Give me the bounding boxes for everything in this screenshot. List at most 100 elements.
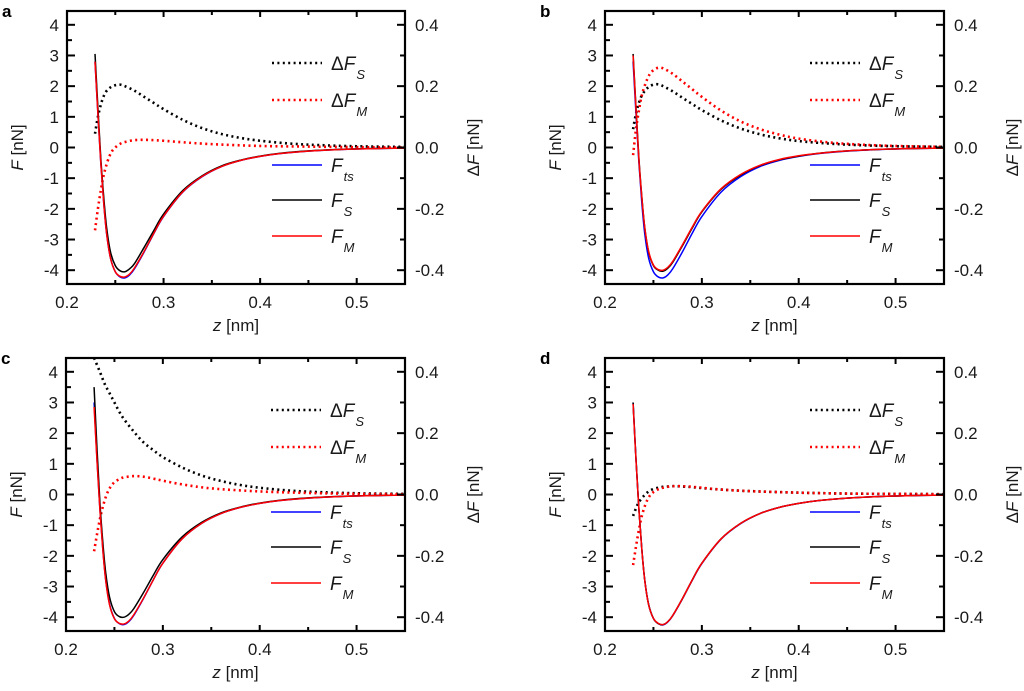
legend-label: FM [869, 227, 893, 255]
plot-area [631, 402, 944, 626]
legend-label: FS [869, 538, 891, 566]
series-f-m [632, 403, 944, 626]
legend-label: FM [330, 574, 354, 602]
y-tick-label: 2 [588, 424, 597, 443]
legend-label: ΔFS [869, 401, 903, 429]
y-tick-label: 2 [49, 424, 58, 443]
x-tick-label: 0.4 [787, 640, 811, 659]
legend-label: FS [331, 191, 353, 219]
plot-frame [603, 356, 946, 633]
y2-tick-label: -0.4 [415, 608, 444, 627]
y-axis-title: F [nN] [546, 471, 565, 517]
y-tick-label: -4 [582, 261, 597, 280]
y2-tick-label: -0.2 [415, 547, 444, 566]
y2-tick-label: 0.0 [415, 139, 439, 158]
y-tick-label: -3 [44, 231, 59, 250]
legend: ΔFS ΔFM Fts FS FM [271, 401, 366, 602]
y2-tick-label: -0.4 [954, 608, 983, 627]
x-tick-label: 0.5 [884, 640, 908, 659]
y2-axis-title: ΔF [nN] [464, 119, 483, 177]
x-tick-label: 0.4 [248, 293, 272, 312]
y2-tick-label: 0.2 [415, 77, 439, 96]
legend-label: ΔFM [330, 438, 366, 466]
x-tick-label: 0.5 [345, 640, 369, 659]
y-tick-label: -4 [43, 608, 58, 627]
x-tick-label: 0.3 [151, 640, 175, 659]
y-tick-label: 3 [588, 393, 597, 412]
series-delta-f-s [631, 484, 944, 517]
y-axis-title: F [nN] [8, 124, 27, 170]
legend-label: Fts [869, 503, 892, 531]
y-tick-label: 1 [588, 455, 597, 474]
y-tick-label: 4 [588, 363, 597, 382]
x-tick-label: 0.2 [593, 640, 617, 659]
y-tick-label: 1 [588, 108, 597, 127]
legend-label: Fts [330, 503, 353, 531]
y-tick-label: 1 [49, 455, 58, 474]
series-delta-f-s [93, 83, 405, 149]
legend-label: FM [331, 227, 355, 255]
series-delta-f-m [92, 474, 405, 552]
x-tick-label: 0.5 [345, 293, 369, 312]
legend-label: ΔFS [331, 54, 365, 82]
legend-label: FM [869, 574, 893, 602]
series-f-ts [632, 61, 944, 279]
series-f-s [94, 53, 405, 273]
y-tick-label: -2 [44, 200, 59, 219]
y-axis-title: F [nN] [7, 471, 26, 517]
y-tick-label: 0 [50, 139, 59, 158]
series-f-m [94, 61, 405, 278]
y-tick-label: -3 [582, 231, 597, 250]
series-f-s [632, 402, 944, 626]
panel-letter: c [1, 349, 10, 368]
legend-label: ΔFM [869, 91, 905, 119]
panel-letter: d [540, 349, 550, 368]
x-tick-label: 0.2 [55, 293, 79, 312]
legend-label: ΔFS [869, 54, 903, 82]
series-delta-f-s [92, 358, 405, 496]
x-tick-label: 0.3 [690, 640, 714, 659]
panel-c: c 0.2 0.3 0.4 0.5 4 3 2 1 0 -1 -2 -3 -4 0.4 0.2 0.0 -0.2 -… [1, 349, 483, 682]
y-tick-label: 4 [588, 16, 597, 35]
series-f-ts [94, 61, 405, 279]
y2-tick-label: 0.0 [954, 139, 978, 158]
y2-tick-label: 0.4 [415, 16, 439, 35]
legend: ΔFS ΔFM Fts FS FM [810, 54, 905, 255]
x-axis-title: z [nm] [750, 316, 797, 335]
series-f-m [632, 55, 944, 272]
y2-axis-title: ΔF [nN] [464, 466, 483, 524]
series-f-ts [632, 402, 944, 626]
y-tick-label: 3 [49, 393, 58, 412]
plot-area [631, 53, 944, 279]
x-tick-label: 0.4 [248, 640, 272, 659]
y-tick-label: 3 [50, 46, 59, 65]
y2-axis-title: ΔF [nN] [1003, 466, 1022, 524]
y-tick-label: -1 [43, 516, 58, 535]
legend: ΔFS ΔFM Fts FS FM [272, 54, 367, 255]
y-tick-label: 4 [50, 16, 59, 35]
y-tick-label: -1 [44, 169, 59, 188]
x-tick-label: 0.3 [152, 293, 176, 312]
y2-tick-label: 0.4 [415, 363, 439, 382]
y2-tick-label: 0.4 [954, 16, 978, 35]
panel-a: a 0.2 0.3 0.4 0.5 4 3 2 1 0 -1 -2 -3 -4 0.4 0.2 0.0 -0.2 -… [2, 2, 483, 335]
x-tick-label: 0.2 [593, 293, 617, 312]
y-tick-label: -1 [582, 516, 597, 535]
y2-tick-label: 0.2 [954, 424, 978, 443]
series-delta-f-m [93, 138, 405, 231]
series-f-m [93, 407, 405, 625]
legend-label: ΔFM [331, 91, 367, 119]
y-tick-label: -2 [582, 200, 597, 219]
y2-tick-label: -0.2 [415, 200, 444, 219]
y-tick-label: 4 [49, 363, 58, 382]
x-tick-label: 0.5 [884, 293, 908, 312]
y2-tick-label: -0.4 [415, 261, 444, 280]
y-tick-label: 0 [588, 139, 597, 158]
y2-tick-label: -0.2 [954, 547, 983, 566]
y2-tick-label: 0.4 [954, 363, 978, 382]
y-tick-label: -4 [44, 261, 59, 280]
series-delta-f-m [631, 484, 944, 566]
x-axis-title: z [nm] [211, 663, 258, 682]
legend-label: Fts [331, 156, 354, 184]
